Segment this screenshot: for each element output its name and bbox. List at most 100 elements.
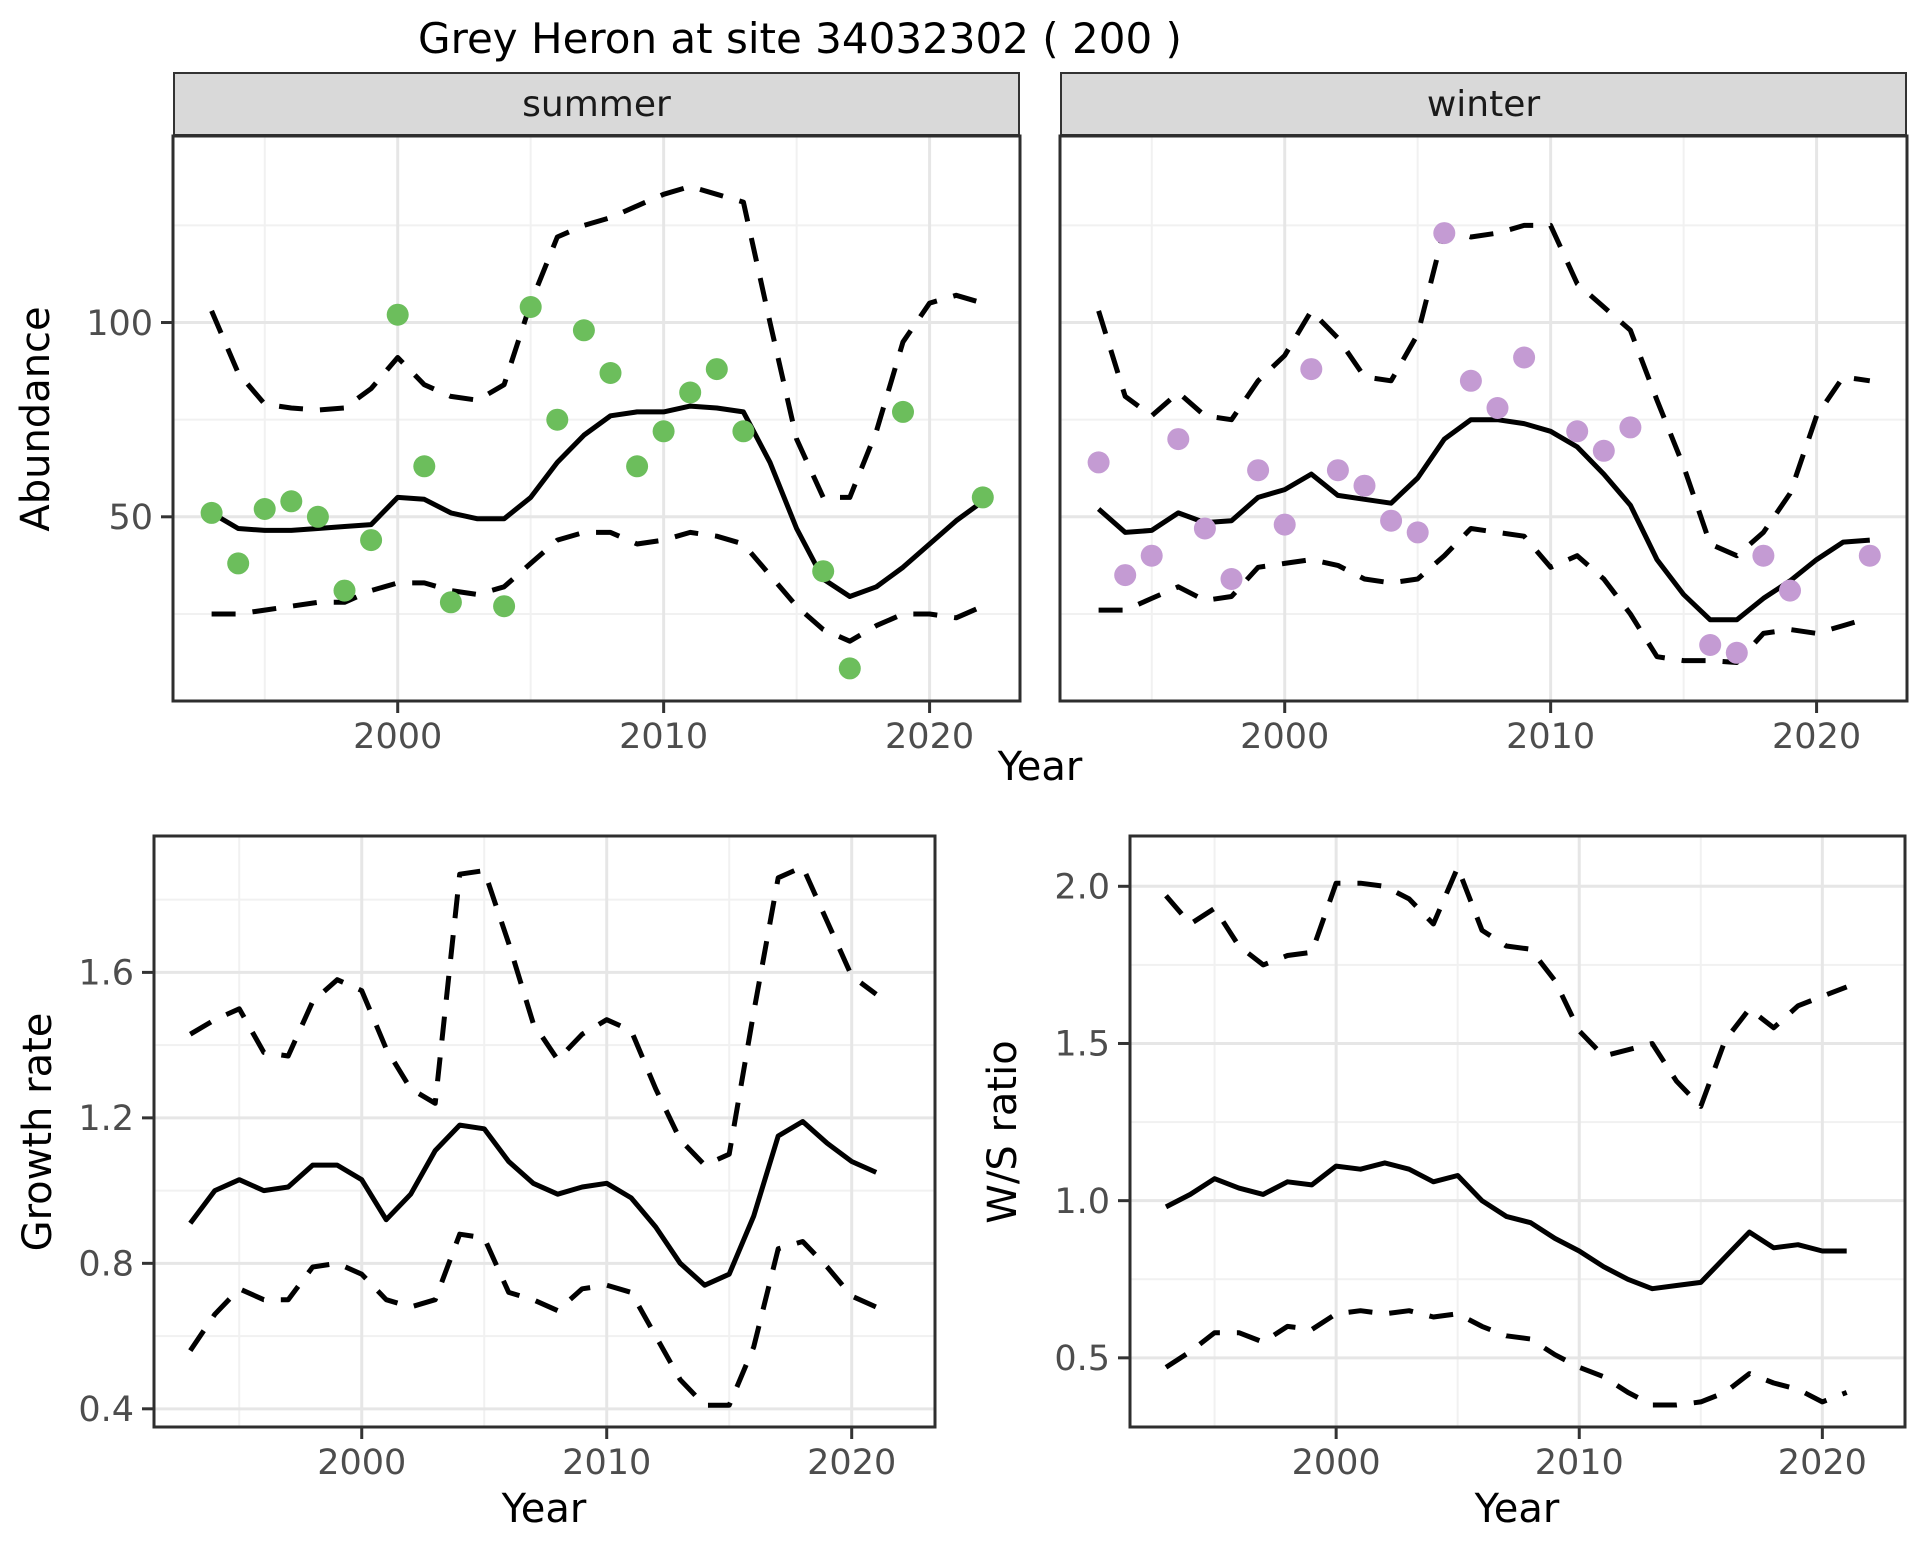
growth-rate-panel: 2000 2010 2020 0.4 0.8 1.2 1.6: [78, 834, 937, 1483]
ws-ratio-axis-title: W/S ratio: [980, 1040, 1026, 1224]
data-point: [599, 362, 622, 384]
data-point: [572, 319, 595, 342]
data-point: [892, 400, 914, 423]
abundance-summer-panel: 2000 2010 2020 50 100: [86, 134, 1022, 757]
y-tick-label: 2.0: [1054, 868, 1110, 908]
x-tick-label: 2020: [1778, 1443, 1867, 1483]
ci-upper-line: [1164, 864, 1848, 1109]
data-point: [1779, 579, 1801, 602]
data-point: [1406, 521, 1429, 544]
trend-line: [1096, 417, 1870, 623]
data-point: [280, 490, 303, 513]
trend-line: [188, 1119, 878, 1288]
data-point: [386, 303, 409, 326]
data-point: [1592, 439, 1615, 462]
trend-line: [1164, 1160, 1847, 1292]
ci-upper-line: [209, 184, 984, 500]
data-point: [652, 420, 675, 443]
panel-border: [1058, 134, 1909, 703]
y-tick-labels: 0.5 1.0 1.5 2.0: [1054, 868, 1130, 1379]
x-tick-label: 2000: [317, 1443, 406, 1483]
data-point: [1699, 634, 1722, 656]
top-x-axis-title: Year: [997, 744, 1083, 790]
data-point: [1459, 369, 1482, 392]
y-tick-label: 0.5: [1054, 1339, 1110, 1379]
data-point: [1087, 451, 1110, 474]
trend-line: [210, 403, 985, 599]
facet-strip-winter: winter: [1060, 72, 1907, 136]
data-point: [1752, 544, 1775, 567]
data-point: [306, 505, 329, 528]
x-tick-label: 2010: [562, 1443, 651, 1483]
x-tick-label: 2010: [1535, 1443, 1624, 1483]
data-point: [1247, 459, 1270, 482]
data-point: [679, 381, 702, 404]
panel-border: [1128, 834, 1907, 1429]
data-point: [546, 408, 569, 431]
facet-strip-winter-label: winter: [1426, 83, 1541, 125]
data-point: [413, 455, 436, 478]
data-point: [732, 420, 755, 443]
facet-strip-summer-label: summer: [522, 83, 671, 125]
data-point: [1566, 420, 1589, 443]
y-tick-labels: 0.4 0.8 1.2 1.6: [78, 954, 154, 1430]
x-tick-labels: 2000 2010 2020: [1292, 1427, 1867, 1483]
data-point: [1433, 222, 1456, 245]
ci-lower-line: [1098, 526, 1871, 665]
data-point: [333, 579, 356, 602]
x-tick-label: 2000: [1292, 1443, 1381, 1483]
data-point: [227, 552, 250, 575]
abundance-axis-title: Abundance: [13, 306, 59, 532]
y-tick-label: 1.5: [1054, 1025, 1110, 1065]
data-point: [626, 455, 649, 478]
data-point: [812, 560, 835, 583]
gridlines: [173, 136, 1020, 701]
abundance-winter-panel: 2000 2010 2020: [1058, 134, 1909, 757]
data-point: [519, 296, 542, 318]
ci-upper-line: [1096, 222, 1871, 559]
x-tick-label: 2000: [1240, 717, 1329, 757]
y-tick-label: 1.6: [78, 954, 134, 994]
data-point: [1193, 517, 1216, 540]
data-point: [1300, 358, 1323, 381]
gridlines: [154, 836, 935, 1427]
ci-upper-line: [189, 864, 878, 1168]
y-tick-label: 100: [86, 304, 153, 344]
data-point: [253, 498, 276, 520]
x-tick-label: 2020: [885, 717, 974, 757]
ci-lower-line: [188, 1231, 878, 1408]
y-tick-label: 50: [108, 498, 153, 538]
ci-lower-line: [211, 529, 984, 644]
data-point: [1486, 397, 1509, 419]
data-point: [1273, 513, 1296, 536]
data-point: [439, 591, 462, 614]
observation-points: [200, 296, 994, 680]
data-point: [705, 358, 728, 381]
x-tick-label: 2010: [1506, 717, 1595, 757]
x-tick-label: 2020: [1772, 717, 1861, 757]
data-point: [971, 486, 994, 509]
data-point: [1513, 346, 1536, 369]
panel-border: [171, 134, 1022, 703]
ws-ratio-panel: 2000 2010 2020 0.5 1.0 1.5 2.0: [1054, 834, 1907, 1483]
data-point: [1114, 564, 1137, 587]
x-tick-labels: 2000 2010 2020: [353, 701, 974, 757]
plot-title: Grey Heron at site 34032302 ( 200 ): [418, 14, 1182, 63]
y-tick-label: 1.2: [78, 1099, 134, 1139]
data-point: [360, 529, 383, 552]
facet-strip-summer: summer: [173, 72, 1020, 136]
data-point: [1858, 544, 1881, 567]
x-tick-label: 2000: [353, 717, 442, 757]
x-tick-label: 2020: [807, 1443, 896, 1483]
data-point: [493, 595, 516, 618]
observation-points: [1087, 222, 1881, 664]
x-tick-label: 2010: [619, 717, 708, 757]
data-point: [1725, 641, 1748, 664]
data-point: [1140, 544, 1163, 567]
data-point: [1167, 428, 1190, 451]
y-tick-label: 0.8: [78, 1245, 134, 1285]
data-point: [1220, 568, 1243, 590]
growth-x-axis-title: Year: [501, 1486, 587, 1532]
data-point: [1326, 459, 1349, 482]
